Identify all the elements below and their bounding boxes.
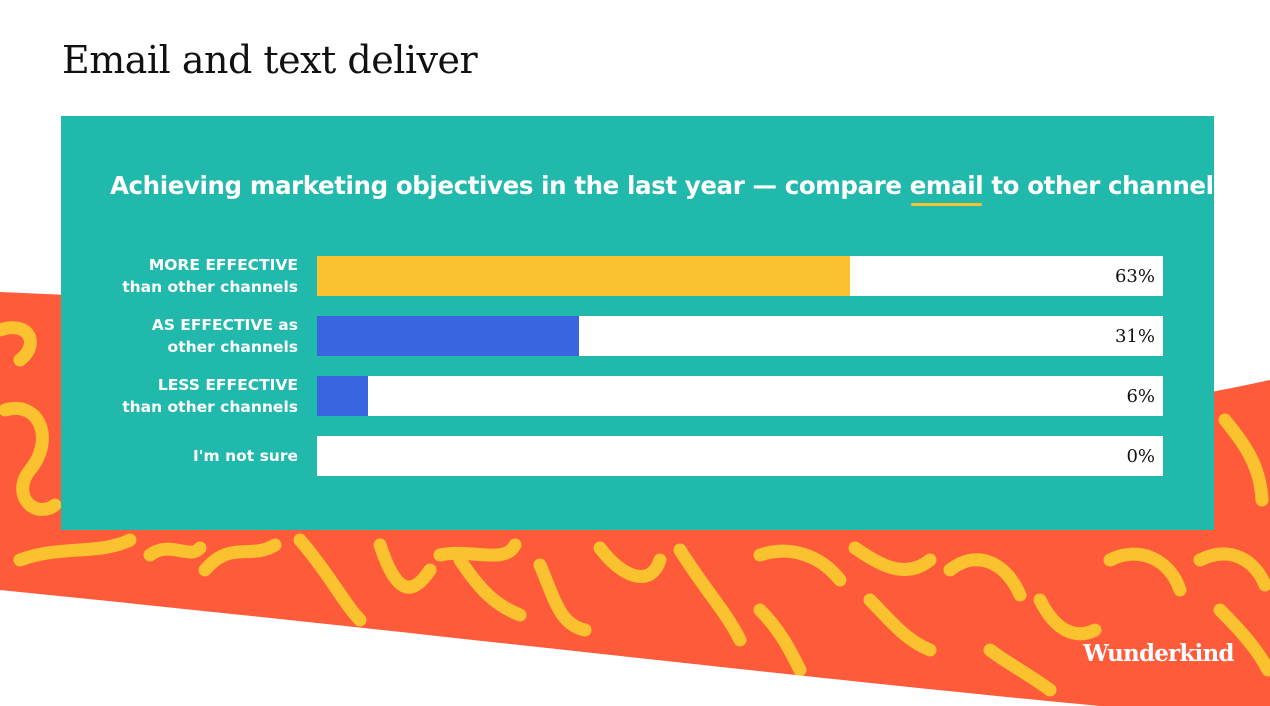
bar-value-label: 63% — [1114, 265, 1155, 287]
bar-label: LESS EFFECTIVE than other channels — [122, 376, 298, 416]
bar-track: 6% — [317, 376, 1163, 416]
bar-fill — [317, 256, 850, 296]
bar-fill — [317, 376, 368, 416]
bar-track: 31% — [317, 316, 1163, 356]
chart-title-highlight: email — [909, 171, 984, 206]
chart-title-highlight-text: email — [909, 171, 984, 200]
bar-value-label: 31% — [1114, 325, 1155, 347]
bar-row-as-effective: AS EFFECTIVE as other channels 31% — [61, 316, 1214, 356]
chart-title-end: to other channels: — [983, 171, 1238, 200]
chart-title: Achieving marketing objectives in the la… — [110, 171, 1238, 206]
bar-label: I'm not sure — [193, 447, 298, 465]
bar-track: 63% — [317, 256, 1163, 296]
highlight-underline — [910, 203, 983, 206]
chart-panel: Achieving marketing objectives in the la… — [61, 116, 1238, 530]
bar-label: AS EFFECTIVE as other channels — [151, 316, 298, 356]
bar-track: 0% — [317, 436, 1163, 476]
bar-fill — [317, 316, 579, 356]
bar-value-label: 0% — [1126, 445, 1155, 467]
bar-row-less-effective: LESS EFFECTIVE than other channels 6% — [61, 376, 1214, 416]
chart-title-start: Achieving marketing objectives in the la… — [110, 171, 910, 200]
bar-row-not-sure: I'm not sure 0% — [61, 436, 1214, 476]
bar-label: MORE EFFECTIVE than other channels — [122, 256, 298, 296]
wunderkind-logo: Wunderkind — [1083, 640, 1234, 667]
bar-value-label: 6% — [1126, 385, 1155, 407]
page-title: Email and text deliver — [62, 38, 478, 82]
bar-row-more-effective: MORE EFFECTIVE than other channels 63% — [61, 256, 1214, 296]
